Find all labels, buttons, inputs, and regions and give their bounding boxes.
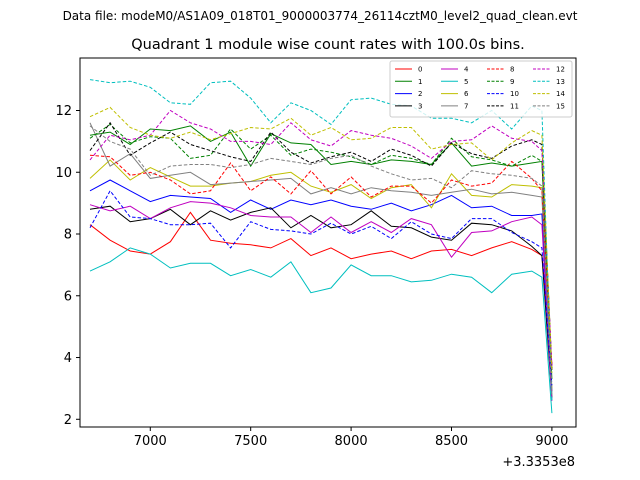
legend-label-12: 12 — [556, 66, 565, 74]
legend-box — [389, 60, 573, 118]
legend-label-5: 5 — [464, 78, 468, 86]
legend-label-1: 1 — [418, 78, 422, 86]
x-tick-label: 7000 — [134, 434, 167, 449]
legend-label-6: 6 — [464, 90, 469, 98]
series-line-6 — [89, 159, 553, 389]
y-tick-label: 4 — [64, 351, 72, 366]
x-tick-label: 7500 — [234, 434, 267, 449]
series-line-10 — [89, 189, 553, 386]
series-line-4 — [89, 201, 553, 401]
series-line-8 — [89, 154, 553, 367]
series-line-7 — [89, 122, 553, 392]
y-tick-label: 10 — [55, 166, 72, 181]
x-offset-label: +3.3353e8 — [502, 455, 575, 470]
legend-label-10: 10 — [510, 90, 519, 98]
legend-label-11: 11 — [510, 102, 519, 110]
legend-label-9: 9 — [510, 78, 514, 86]
series-line-0 — [89, 211, 553, 364]
series-line-15 — [89, 125, 553, 395]
axes-frame — [79, 57, 577, 428]
y-tick-label: 2 — [64, 413, 72, 428]
x-tick-label: 8000 — [335, 434, 368, 449]
series-line-11 — [89, 121, 553, 370]
legend-label-4: 4 — [464, 66, 469, 74]
legend-label-0: 0 — [418, 66, 422, 74]
legend-label-8: 8 — [510, 66, 514, 74]
series-line-2 — [89, 179, 553, 392]
series-line-3 — [89, 205, 553, 398]
legend-label-14: 14 — [556, 90, 565, 98]
suptitle: Data file: modeM0/AS1A09_018T01_90000037… — [63, 9, 578, 23]
series-line-1 — [89, 125, 553, 380]
y-tick-label: 6 — [64, 289, 72, 304]
y-tick-label: 12 — [55, 104, 72, 119]
legend-label-13: 13 — [556, 78, 565, 86]
plot-area — [80, 58, 576, 427]
y-tick-label: 8 — [64, 228, 72, 243]
chart-title: Quadrant 1 module wise count rates with … — [131, 37, 525, 53]
legend-label-3: 3 — [418, 102, 422, 110]
legend-label-2: 2 — [418, 90, 422, 98]
legend-label-7: 7 — [464, 102, 468, 110]
plot-lines — [80, 58, 576, 427]
series-line-9 — [89, 123, 553, 370]
x-tick-label: 8500 — [435, 434, 468, 449]
series-line-12 — [89, 109, 553, 367]
x-tick-label: 9000 — [535, 434, 568, 449]
legend-label-15: 15 — [556, 102, 565, 110]
series-line-5 — [89, 247, 553, 414]
